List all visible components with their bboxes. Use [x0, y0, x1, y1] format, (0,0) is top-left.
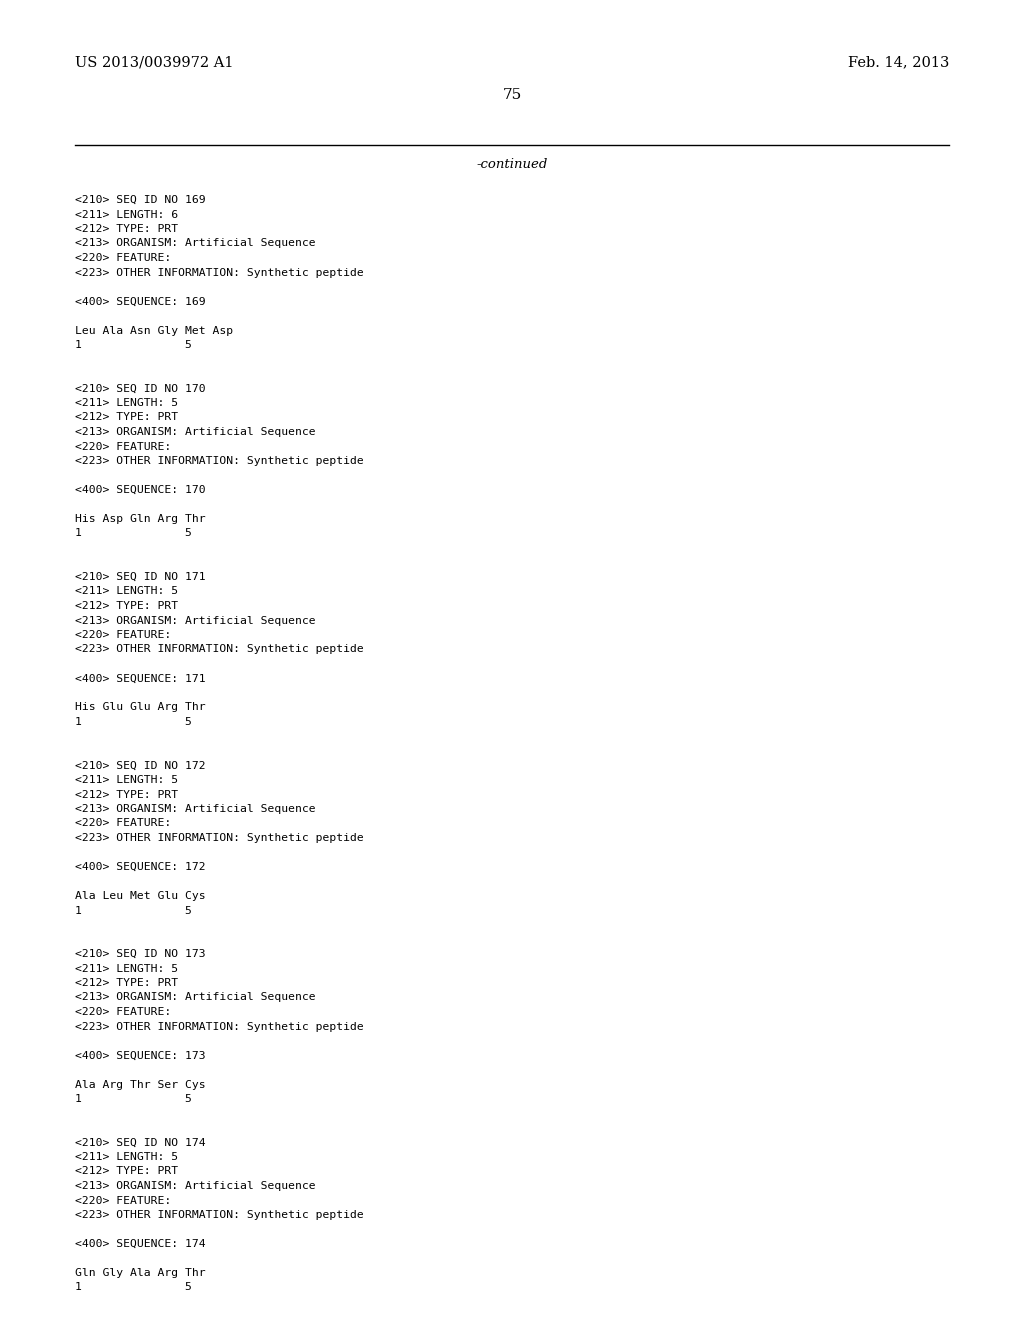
Text: <212> TYPE: PRT: <212> TYPE: PRT — [75, 412, 178, 422]
Text: <220> FEATURE:: <220> FEATURE: — [75, 1007, 171, 1016]
Text: <213> ORGANISM: Artificial Sequence: <213> ORGANISM: Artificial Sequence — [75, 426, 315, 437]
Text: <400> SEQUENCE: 171: <400> SEQUENCE: 171 — [75, 673, 206, 684]
Text: -continued: -continued — [476, 158, 548, 172]
Text: <400> SEQUENCE: 174: <400> SEQUENCE: 174 — [75, 1239, 206, 1249]
Text: 1               5: 1 5 — [75, 341, 191, 350]
Text: <400> SEQUENCE: 173: <400> SEQUENCE: 173 — [75, 1051, 206, 1060]
Text: 1               5: 1 5 — [75, 717, 191, 727]
Text: Ala Leu Met Glu Cys: Ala Leu Met Glu Cys — [75, 891, 206, 902]
Text: <210> SEQ ID NO 170: <210> SEQ ID NO 170 — [75, 384, 206, 393]
Text: <211> LENGTH: 5: <211> LENGTH: 5 — [75, 399, 178, 408]
Text: <211> LENGTH: 5: <211> LENGTH: 5 — [75, 964, 178, 974]
Text: <400> SEQUENCE: 170: <400> SEQUENCE: 170 — [75, 484, 206, 495]
Text: <223> OTHER INFORMATION: Synthetic peptide: <223> OTHER INFORMATION: Synthetic pepti… — [75, 1022, 364, 1031]
Text: 75: 75 — [503, 88, 521, 102]
Text: 1               5: 1 5 — [75, 1283, 191, 1292]
Text: <212> TYPE: PRT: <212> TYPE: PRT — [75, 1167, 178, 1176]
Text: <223> OTHER INFORMATION: Synthetic peptide: <223> OTHER INFORMATION: Synthetic pepti… — [75, 1210, 364, 1220]
Text: Leu Ala Asn Gly Met Asp: Leu Ala Asn Gly Met Asp — [75, 326, 233, 335]
Text: <211> LENGTH: 5: <211> LENGTH: 5 — [75, 586, 178, 597]
Text: <212> TYPE: PRT: <212> TYPE: PRT — [75, 978, 178, 987]
Text: <213> ORGANISM: Artificial Sequence: <213> ORGANISM: Artificial Sequence — [75, 615, 315, 626]
Text: <213> ORGANISM: Artificial Sequence: <213> ORGANISM: Artificial Sequence — [75, 239, 315, 248]
Text: <220> FEATURE:: <220> FEATURE: — [75, 253, 171, 263]
Text: His Glu Glu Arg Thr: His Glu Glu Arg Thr — [75, 702, 206, 713]
Text: 1               5: 1 5 — [75, 1094, 191, 1104]
Text: <213> ORGANISM: Artificial Sequence: <213> ORGANISM: Artificial Sequence — [75, 993, 315, 1002]
Text: US 2013/0039972 A1: US 2013/0039972 A1 — [75, 55, 233, 69]
Text: <212> TYPE: PRT: <212> TYPE: PRT — [75, 224, 178, 234]
Text: <220> FEATURE:: <220> FEATURE: — [75, 441, 171, 451]
Text: <223> OTHER INFORMATION: Synthetic peptide: <223> OTHER INFORMATION: Synthetic pepti… — [75, 268, 364, 277]
Text: Ala Arg Thr Ser Cys: Ala Arg Thr Ser Cys — [75, 1080, 206, 1089]
Text: <210> SEQ ID NO 169: <210> SEQ ID NO 169 — [75, 195, 206, 205]
Text: <220> FEATURE:: <220> FEATURE: — [75, 1196, 171, 1205]
Text: <223> OTHER INFORMATION: Synthetic peptide: <223> OTHER INFORMATION: Synthetic pepti… — [75, 455, 364, 466]
Text: Feb. 14, 2013: Feb. 14, 2013 — [848, 55, 949, 69]
Text: <212> TYPE: PRT: <212> TYPE: PRT — [75, 789, 178, 800]
Text: <212> TYPE: PRT: <212> TYPE: PRT — [75, 601, 178, 611]
Text: <220> FEATURE:: <220> FEATURE: — [75, 630, 171, 640]
Text: 1               5: 1 5 — [75, 906, 191, 916]
Text: Gln Gly Ala Arg Thr: Gln Gly Ala Arg Thr — [75, 1269, 206, 1278]
Text: <211> LENGTH: 6: <211> LENGTH: 6 — [75, 210, 178, 219]
Text: <400> SEQUENCE: 172: <400> SEQUENCE: 172 — [75, 862, 206, 873]
Text: <223> OTHER INFORMATION: Synthetic peptide: <223> OTHER INFORMATION: Synthetic pepti… — [75, 644, 364, 655]
Text: <213> ORGANISM: Artificial Sequence: <213> ORGANISM: Artificial Sequence — [75, 804, 315, 814]
Text: <400> SEQUENCE: 169: <400> SEQUENCE: 169 — [75, 297, 206, 306]
Text: <210> SEQ ID NO 172: <210> SEQ ID NO 172 — [75, 760, 206, 771]
Text: <211> LENGTH: 5: <211> LENGTH: 5 — [75, 1152, 178, 1162]
Text: <211> LENGTH: 5: <211> LENGTH: 5 — [75, 775, 178, 785]
Text: His Asp Gln Arg Thr: His Asp Gln Arg Thr — [75, 513, 206, 524]
Text: <210> SEQ ID NO 171: <210> SEQ ID NO 171 — [75, 572, 206, 582]
Text: <213> ORGANISM: Artificial Sequence: <213> ORGANISM: Artificial Sequence — [75, 1181, 315, 1191]
Text: 1               5: 1 5 — [75, 528, 191, 539]
Text: <223> OTHER INFORMATION: Synthetic peptide: <223> OTHER INFORMATION: Synthetic pepti… — [75, 833, 364, 843]
Text: <220> FEATURE:: <220> FEATURE: — [75, 818, 171, 829]
Text: <210> SEQ ID NO 174: <210> SEQ ID NO 174 — [75, 1138, 206, 1147]
Text: <210> SEQ ID NO 173: <210> SEQ ID NO 173 — [75, 949, 206, 960]
